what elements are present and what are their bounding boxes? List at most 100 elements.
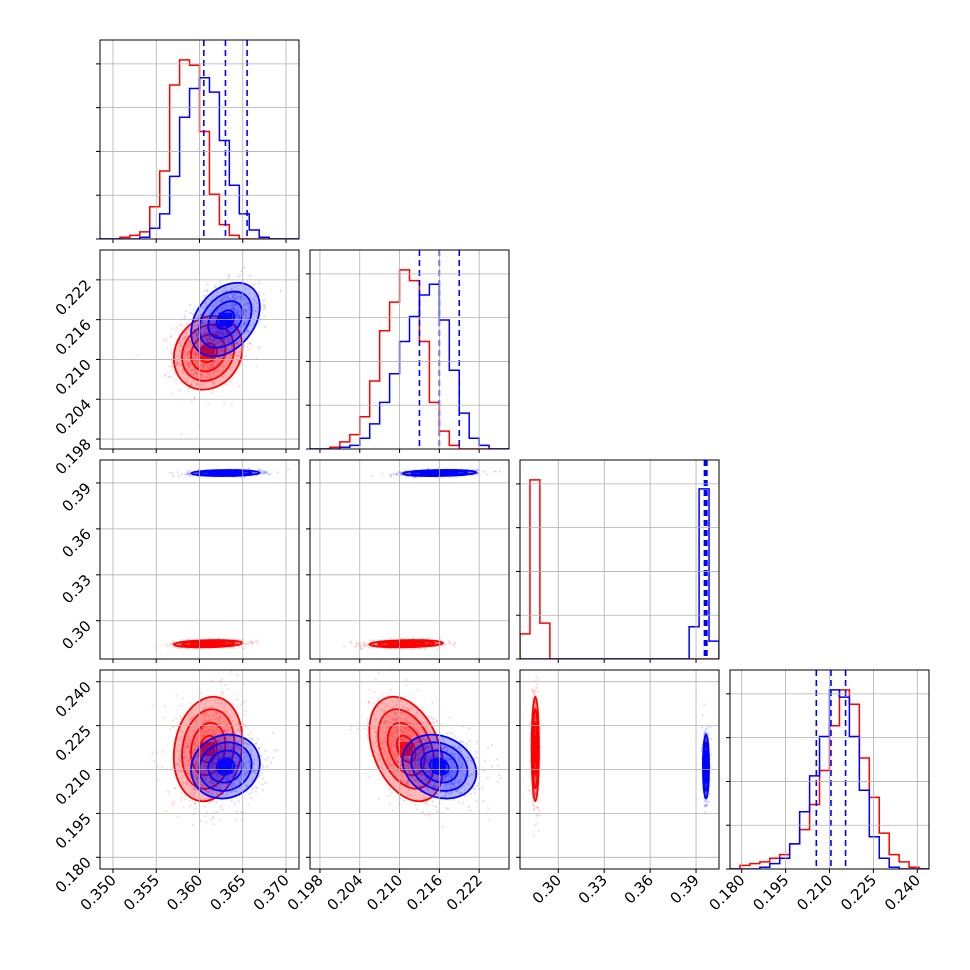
scatter-point bbox=[453, 642, 456, 645]
panel-border bbox=[309, 459, 510, 660]
scatter-point bbox=[213, 322, 217, 325]
scatter-point bbox=[227, 778, 230, 781]
scatter-point bbox=[179, 343, 182, 346]
scatter-point bbox=[388, 637, 391, 640]
scatter-point bbox=[176, 815, 180, 818]
scatter-point bbox=[221, 333, 224, 336]
scatter-point bbox=[229, 297, 232, 300]
scatter-point bbox=[235, 342, 238, 345]
scatter-point bbox=[170, 366, 173, 369]
scatter-point bbox=[202, 347, 205, 350]
scatter-point bbox=[222, 720, 225, 723]
scatter-point bbox=[227, 744, 231, 747]
scatter-point bbox=[205, 323, 208, 326]
scatter-point bbox=[232, 295, 235, 298]
scatter-point bbox=[221, 329, 224, 332]
x-tick-label: 0.225 bbox=[837, 871, 880, 914]
scatter-point bbox=[211, 705, 214, 708]
scatter-point bbox=[178, 339, 181, 342]
scatter-point bbox=[236, 296, 239, 299]
scatter-point bbox=[188, 472, 191, 475]
scatter-point bbox=[245, 316, 248, 319]
scatter-point bbox=[252, 306, 255, 309]
scatter-point bbox=[201, 367, 204, 370]
scatter-point bbox=[244, 325, 247, 328]
scatter-point bbox=[236, 308, 239, 311]
panel-hist-p4: 0.180 0.195 0.210 0.225 0.240 bbox=[705, 669, 930, 914]
scatter-point bbox=[175, 717, 178, 720]
scatter-point bbox=[201, 785, 205, 788]
panel-border bbox=[729, 669, 930, 870]
scatter-point bbox=[211, 382, 214, 385]
scatter-point bbox=[174, 329, 177, 332]
scatter-point bbox=[192, 338, 195, 341]
scatter-point bbox=[235, 322, 238, 325]
scatter-point bbox=[424, 648, 427, 651]
scatter-point bbox=[183, 356, 186, 360]
scatter-point bbox=[476, 468, 479, 471]
scatter-point bbox=[238, 385, 241, 388]
panel-content bbox=[137, 250, 282, 436]
scatter-point bbox=[227, 339, 230, 342]
scatter-point bbox=[225, 348, 228, 351]
scatter-point bbox=[200, 374, 203, 377]
scatter-point bbox=[137, 354, 140, 357]
scatter-point bbox=[232, 307, 235, 310]
scatter-point bbox=[243, 758, 246, 761]
scatter-point bbox=[246, 345, 249, 348]
scatter-point bbox=[228, 353, 231, 356]
scatter-point bbox=[263, 471, 266, 474]
scatter-point bbox=[216, 330, 219, 333]
scatter-point bbox=[194, 737, 197, 740]
scatter-point bbox=[236, 331, 239, 334]
scatter-point bbox=[216, 352, 219, 355]
scatter-point bbox=[227, 330, 230, 333]
scatter-point bbox=[211, 725, 214, 729]
scatter-point bbox=[255, 302, 258, 305]
scatter-point bbox=[236, 739, 239, 742]
scatter-point bbox=[191, 734, 195, 737]
scatter-point bbox=[418, 472, 421, 475]
scatter-point bbox=[167, 365, 171, 368]
scatter-point bbox=[214, 370, 217, 373]
panel-hist-p1 bbox=[96, 39, 300, 243]
scatter-point bbox=[180, 472, 183, 476]
scatter-point bbox=[186, 783, 189, 786]
scatter-point bbox=[202, 320, 205, 323]
scatter-point bbox=[195, 382, 198, 385]
scatter-point bbox=[200, 700, 203, 703]
scatter-point bbox=[188, 344, 191, 347]
scatter-point bbox=[244, 298, 247, 301]
scatter-point bbox=[243, 304, 247, 307]
scatter-point bbox=[186, 735, 189, 738]
scatter-point bbox=[215, 772, 218, 775]
scatter-point bbox=[197, 316, 200, 319]
scatter-point bbox=[222, 401, 226, 405]
scatter-point bbox=[407, 472, 410, 475]
scatter-point bbox=[229, 646, 232, 650]
scatter-point bbox=[233, 326, 236, 329]
scatter-point bbox=[169, 643, 172, 646]
scatter-point bbox=[244, 321, 247, 324]
scatter-point bbox=[221, 307, 224, 311]
scatter-point bbox=[226, 337, 229, 341]
scatter-point bbox=[186, 352, 189, 356]
scatter-point bbox=[211, 363, 214, 366]
scatter-point bbox=[203, 316, 206, 319]
scatter-point bbox=[228, 339, 232, 342]
y-tick-label: 0.222 bbox=[52, 276, 95, 319]
scatter-point bbox=[244, 314, 247, 317]
scatter-point bbox=[178, 760, 181, 763]
scatter-point bbox=[222, 297, 226, 300]
scatter-point bbox=[179, 364, 183, 367]
scatter-point bbox=[175, 362, 178, 365]
scatter-point bbox=[231, 353, 234, 356]
scatter-point bbox=[218, 338, 221, 342]
scatter-point bbox=[184, 748, 187, 751]
scatter-point bbox=[221, 375, 224, 379]
scatter-point bbox=[177, 722, 180, 725]
scatter-point bbox=[363, 642, 366, 645]
scatter-point bbox=[202, 366, 205, 369]
scatter-point bbox=[196, 745, 199, 749]
scatter-point bbox=[453, 645, 456, 648]
